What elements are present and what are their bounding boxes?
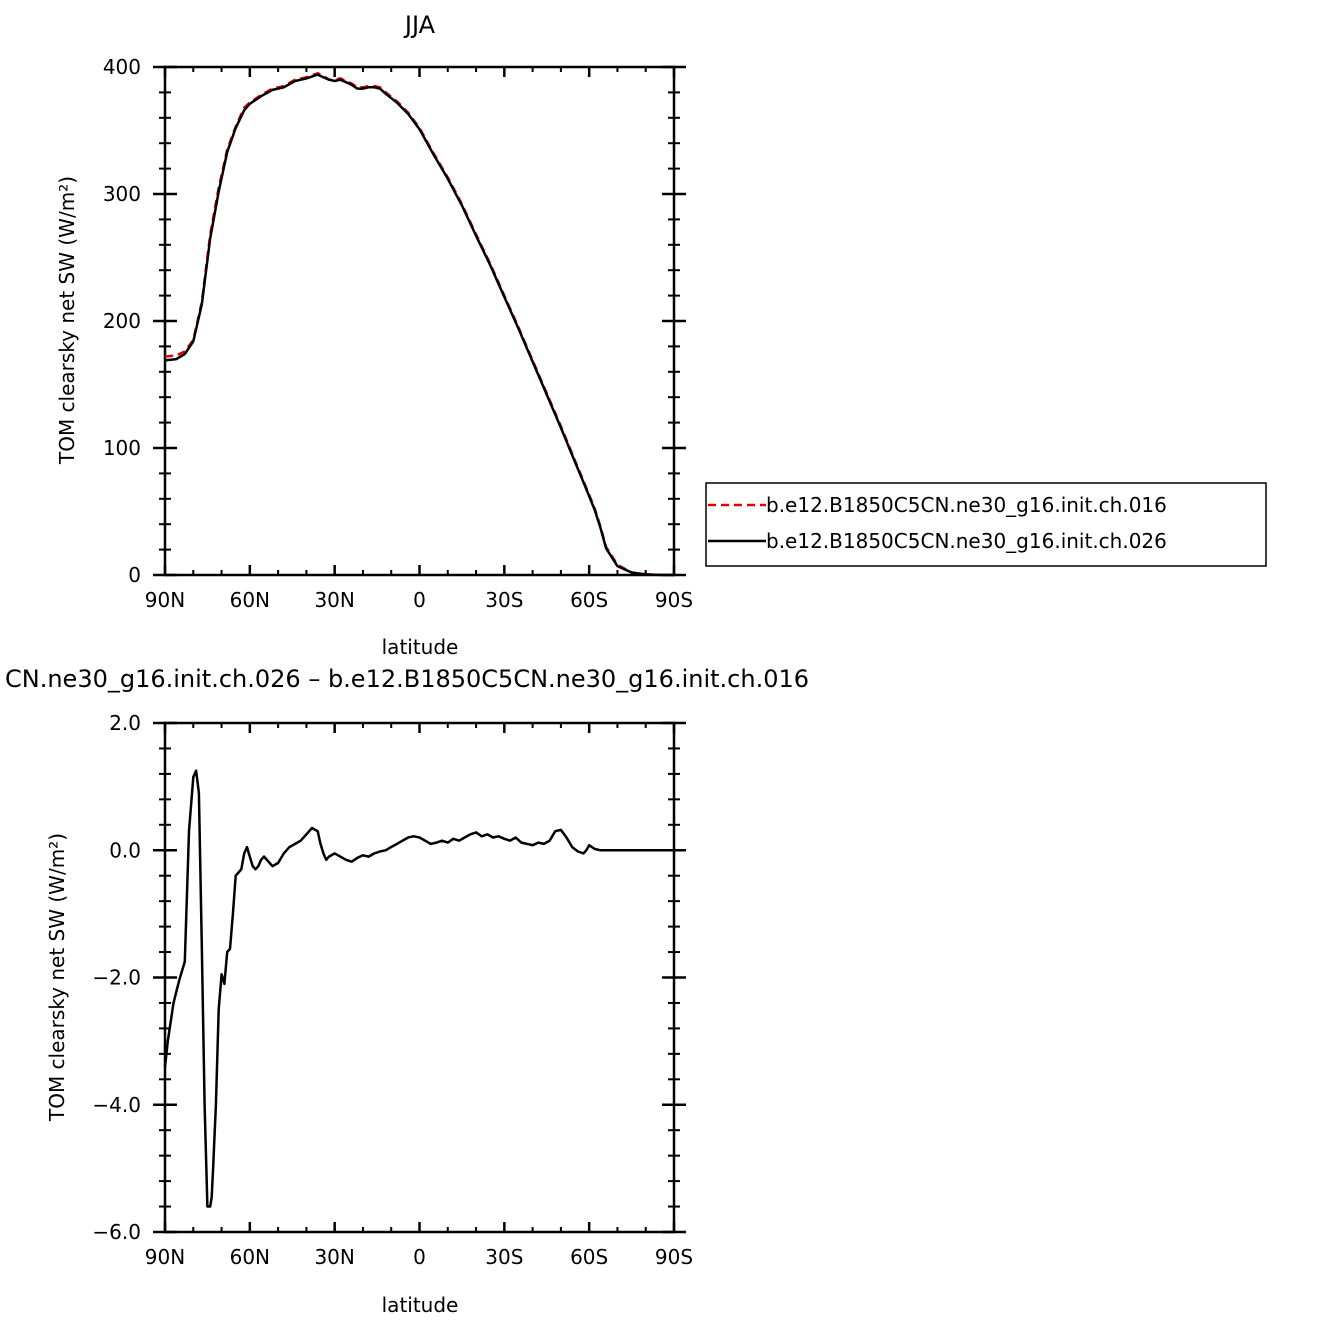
legend-label-016: b.e12.B1850C5CN.ne30_g16.init.ch.016 bbox=[766, 493, 1167, 517]
y-tick-label: 200 bbox=[103, 309, 141, 333]
y-tick-label: 400 bbox=[103, 55, 141, 79]
x-tick-label: 30N bbox=[314, 1245, 354, 1269]
x-tick-label: 0 bbox=[413, 1245, 426, 1269]
x-tick-label: 90S bbox=[655, 1245, 693, 1269]
x-tick-label: 30N bbox=[314, 588, 354, 612]
x-tick-label: 90N bbox=[145, 1245, 185, 1269]
legend-box bbox=[705, 482, 1267, 567]
y-tick-label: 0 bbox=[128, 563, 141, 587]
x-tick-label: 30S bbox=[485, 588, 523, 612]
plot-frame bbox=[163, 721, 676, 1234]
legend-label-026: b.e12.B1850C5CN.ne30_g16.init.ch.026 bbox=[766, 529, 1167, 553]
x-tick-label: 0 bbox=[413, 588, 426, 612]
x-tick-label: 60N bbox=[230, 588, 270, 612]
x-tick-label: 90N bbox=[145, 588, 185, 612]
y-tick-label: −4.0 bbox=[92, 1093, 141, 1117]
y-tick-label: −6.0 bbox=[92, 1220, 141, 1244]
top-x-axis-label: latitude bbox=[382, 635, 459, 659]
x-tick-label: 60N bbox=[230, 1245, 270, 1269]
top-panel: JJA latitude TOM clearsky net SW (W/m²) … bbox=[55, 11, 693, 659]
bottom-panel: CN.ne30_g16.init.ch.026 – b.e12.B1850C5C… bbox=[5, 665, 809, 1317]
x-tick-label: 30S bbox=[485, 1245, 523, 1269]
top-chart-title: JJA bbox=[403, 11, 436, 39]
x-tick-label: 90S bbox=[655, 588, 693, 612]
top-y-axis-label: TOM clearsky net SW (W/m²) bbox=[55, 176, 79, 465]
plot-frame bbox=[163, 65, 676, 577]
bottom-chart-title: CN.ne30_g16.init.ch.026 – b.e12.B1850C5C… bbox=[5, 665, 809, 693]
bottom-x-axis-label: latitude bbox=[382, 1293, 459, 1317]
y-tick-label: −2.0 bbox=[92, 966, 141, 990]
y-tick-label: 0.0 bbox=[109, 838, 141, 862]
series-line-1 bbox=[163, 769, 674, 1208]
x-tick-label: 60S bbox=[570, 1245, 608, 1269]
y-tick-label: 100 bbox=[103, 436, 141, 460]
y-tick-label: 300 bbox=[103, 182, 141, 206]
y-tick-label: 2.0 bbox=[109, 711, 141, 735]
series-line-2 bbox=[164, 73, 675, 577]
series-line-1 bbox=[164, 72, 675, 577]
bottom-y-axis-label: TOM clearsky net SW (W/m²) bbox=[45, 833, 69, 1122]
legend: b.e12.B1850C5CN.ne30_g16.init.ch.016 b.e… bbox=[705, 482, 1267, 567]
x-tick-label: 60S bbox=[570, 588, 608, 612]
